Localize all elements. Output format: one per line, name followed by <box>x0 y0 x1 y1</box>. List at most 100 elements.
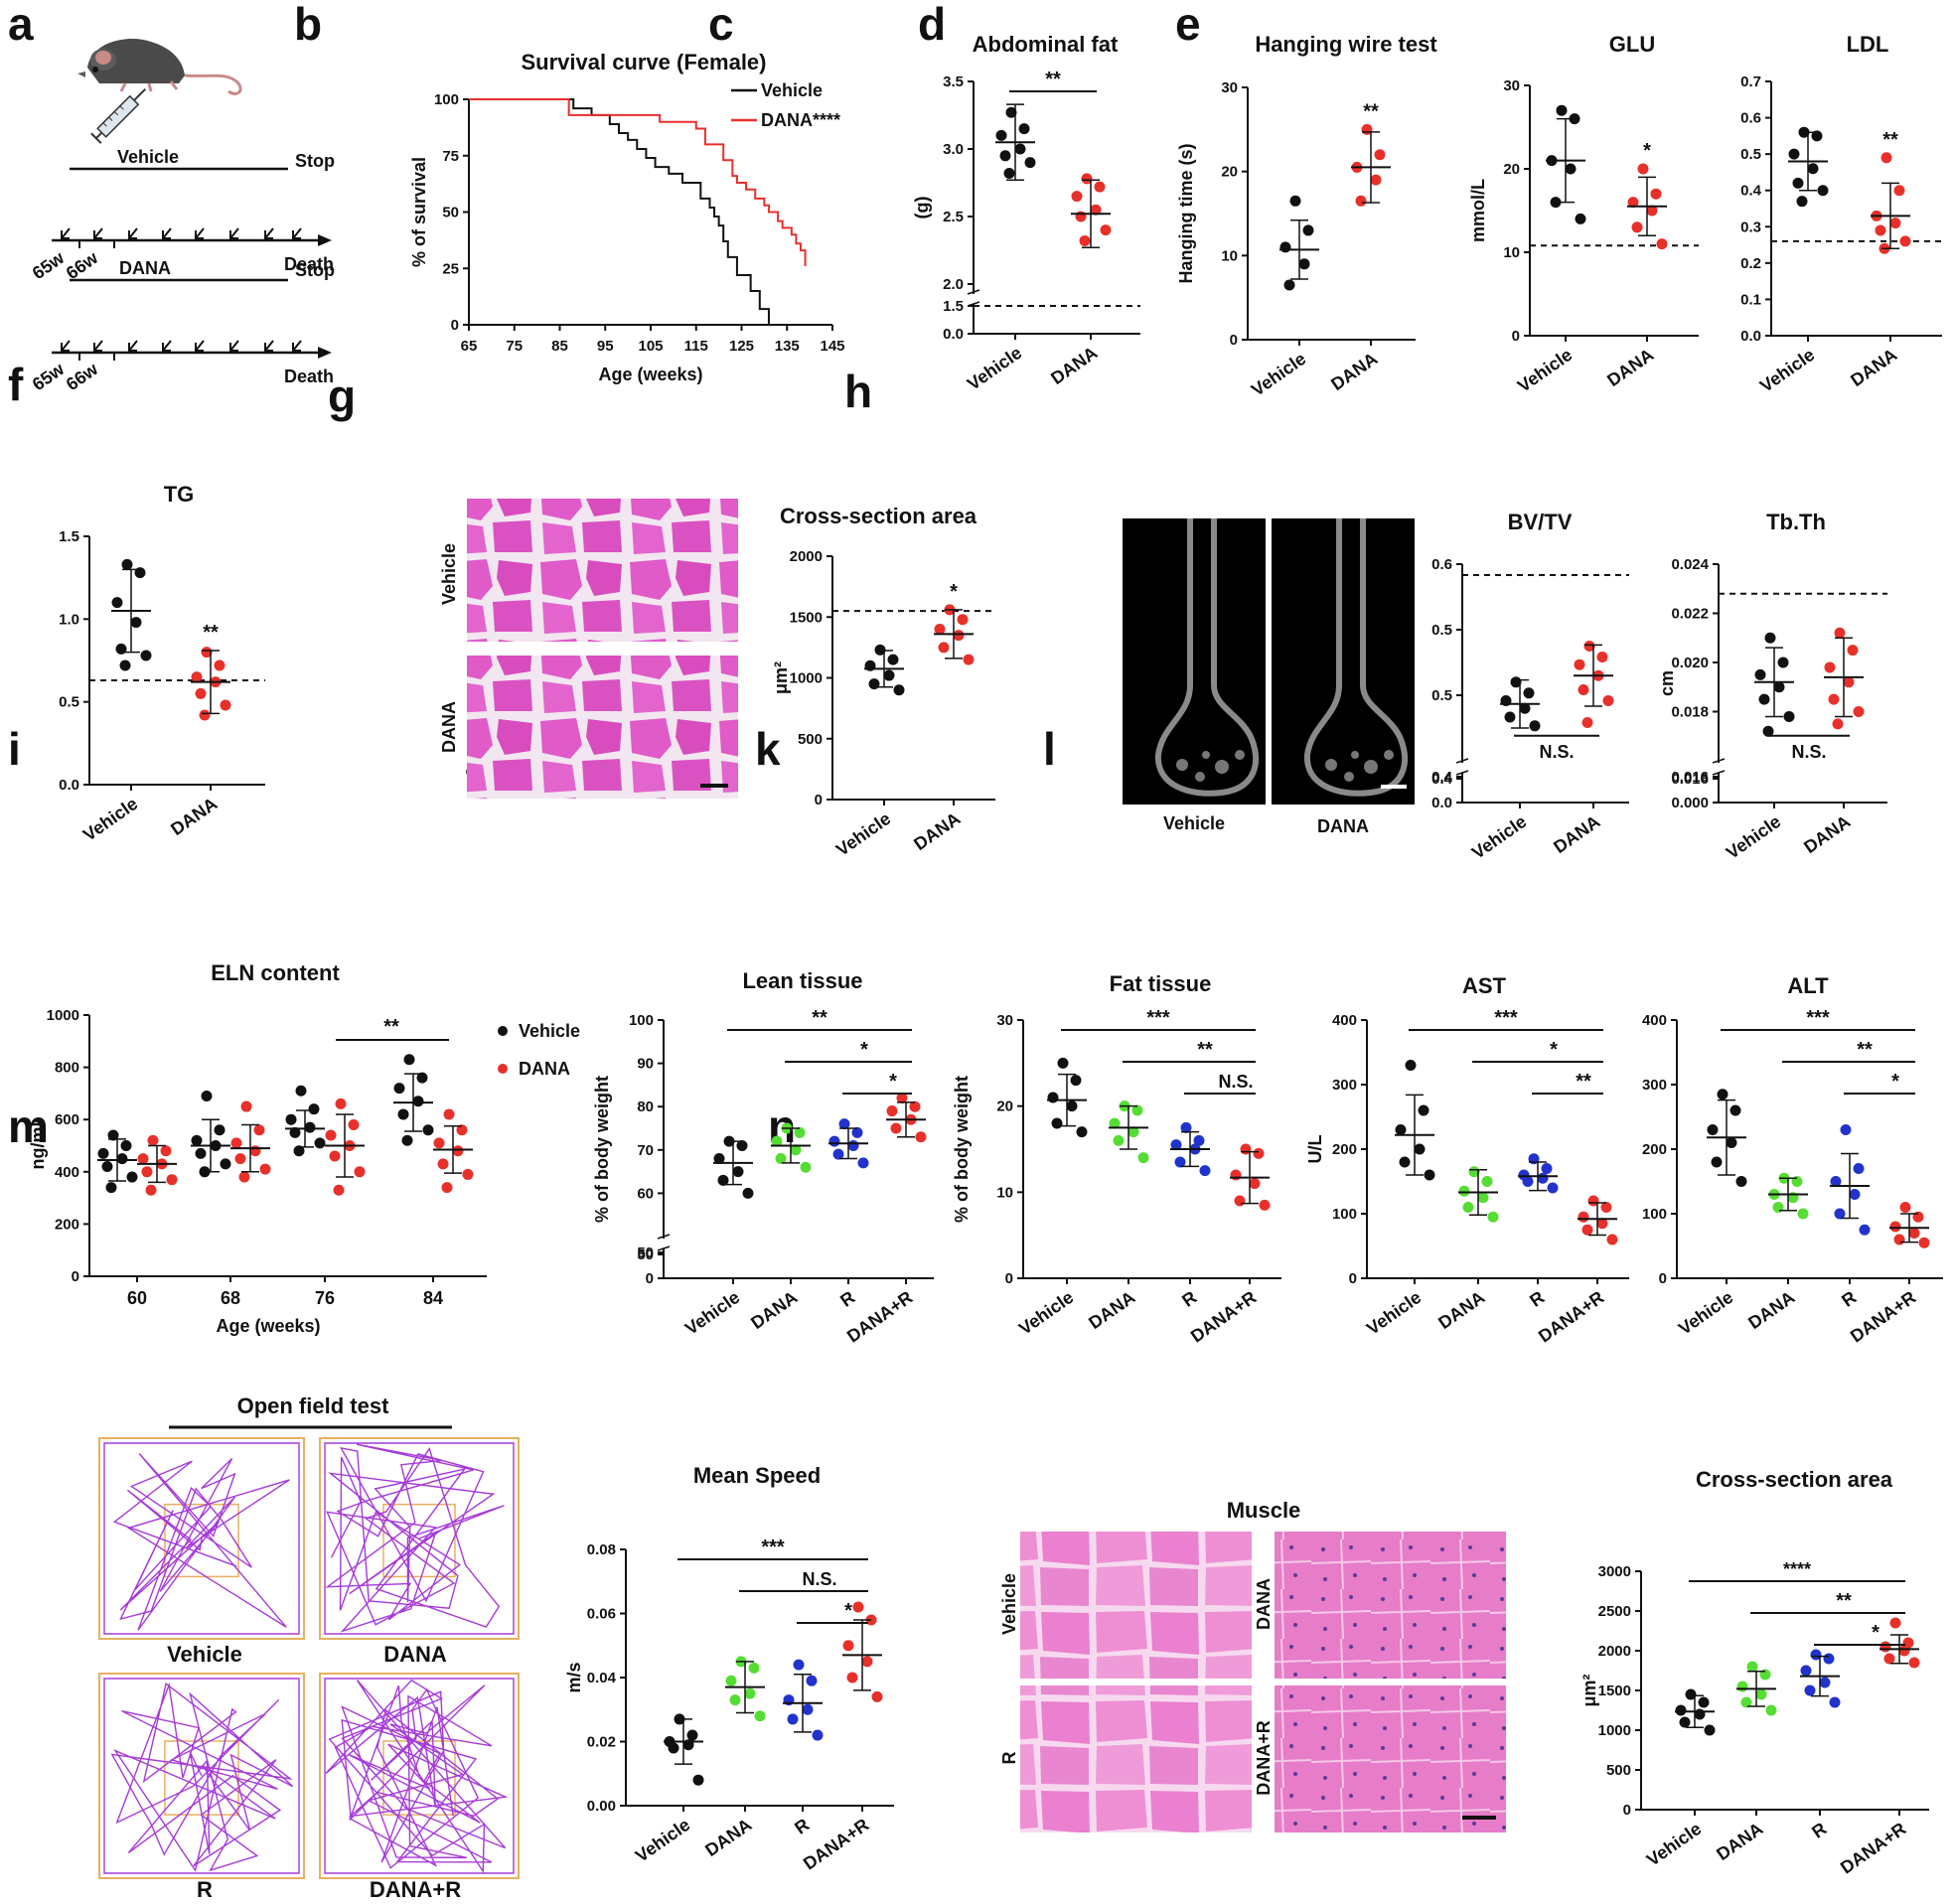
data-point <box>1631 221 1643 233</box>
data-point <box>725 1675 737 1686</box>
data-point <box>308 1103 320 1115</box>
data-point <box>1230 1169 1242 1181</box>
x-category-label: DANA <box>167 794 221 839</box>
data-point <box>1765 1704 1777 1716</box>
significance-label: ** <box>203 622 219 644</box>
y-axis-label: m/s <box>564 1662 584 1692</box>
data-point <box>1583 641 1595 652</box>
y-tick-label: 2000 <box>790 548 823 565</box>
data-point <box>412 1096 424 1107</box>
y-tick-label: 0.020 <box>1671 655 1709 671</box>
chart-d: Hanging wire test 0 10 20 30 Hanging time (s)… <box>1176 32 1437 400</box>
data-point <box>119 659 131 671</box>
data-point <box>1529 720 1541 732</box>
data-point <box>1602 695 1614 706</box>
data-point <box>1193 1134 1205 1146</box>
data-point <box>1679 1716 1691 1728</box>
significance-label: ** <box>1045 69 1061 90</box>
y-tick-label: 50 <box>637 1246 654 1263</box>
panel-letter-d: d <box>918 0 946 50</box>
data-point <box>285 1113 297 1125</box>
y-tick-label: 0.04 <box>587 1670 617 1686</box>
y-tick-label: 0.7 <box>1740 73 1761 90</box>
panel-letter-a: a <box>8 0 34 50</box>
axis-break <box>657 1234 671 1251</box>
data-point <box>1081 173 1093 185</box>
y-axis-label: μm² <box>771 661 791 694</box>
x-category-label: Vehicle <box>832 808 894 860</box>
y-axis-label: % of body weight <box>592 1076 612 1223</box>
data-point <box>140 650 152 661</box>
y-tick-label: 50 <box>637 1245 654 1261</box>
data-point <box>1504 711 1516 723</box>
panel-letter-g: g <box>328 370 356 422</box>
data-point <box>1729 1104 1741 1116</box>
data-point <box>1819 1677 1831 1688</box>
data-point <box>1170 1139 1182 1151</box>
data-point <box>1137 1152 1149 1164</box>
data-point <box>1047 1092 1059 1103</box>
data-point <box>220 1158 231 1170</box>
data-point <box>1587 1195 1599 1207</box>
y-tick-label: 0.0 <box>59 777 79 794</box>
data-point <box>736 1139 748 1151</box>
y-tick-label: 80 <box>637 1098 654 1115</box>
x-category-label: DANA+R <box>1187 1287 1260 1347</box>
data-point <box>1005 106 1017 118</box>
data-point <box>456 1124 468 1136</box>
chart-title: BV/TV <box>1508 510 1573 534</box>
significance-label: N.S. <box>1791 742 1826 762</box>
x-category-label: Vehicle <box>964 343 1025 394</box>
x-category-label: DANA <box>701 1815 755 1860</box>
y-tick-label: 0.5 <box>1431 687 1452 704</box>
n-label-vehicle: Vehicle <box>999 1573 1019 1635</box>
data-point <box>452 1145 464 1157</box>
data-point <box>1792 177 1804 189</box>
y-tick-label: 100 <box>434 91 459 108</box>
y-tick-label: 0.016 <box>1671 769 1709 786</box>
data-point <box>234 1153 246 1165</box>
x-category-label: DANA <box>1327 349 1381 394</box>
data-point <box>883 669 895 681</box>
data-point <box>354 1166 366 1178</box>
data-point <box>838 1118 850 1130</box>
data-point <box>1758 693 1770 705</box>
panel-a-schematic: Vehicle Stop Death 65w 66w DANA Stop <box>29 39 335 394</box>
y-axis-label: % of body weight <box>952 1076 972 1223</box>
legend-marker <box>498 1064 508 1074</box>
data-point <box>1675 1704 1687 1716</box>
data-point <box>1051 1117 1063 1129</box>
data-point <box>1736 1681 1748 1692</box>
n-r-image <box>1020 1685 1252 1832</box>
data-point <box>325 1129 337 1141</box>
y-tick-label: 0 <box>451 317 459 334</box>
data-point <box>1018 123 1030 135</box>
y-tick-label: 200 <box>1642 1141 1667 1158</box>
data-point <box>1024 157 1036 169</box>
data-point <box>422 1124 434 1136</box>
y-tick-label: 0.4 <box>1740 183 1762 200</box>
x-category-label: 60 <box>127 1288 147 1308</box>
data-point <box>101 1161 113 1173</box>
significance-label: ** <box>1197 1039 1213 1061</box>
data-point <box>416 1072 428 1084</box>
chart-n: Cross-section area 0 500 1000 1500 2000 2500 30… <box>1579 1467 1929 1878</box>
y-tick-label: 0.4 <box>1431 771 1453 788</box>
data-point <box>1829 1696 1841 1708</box>
x-tick-label: 105 <box>638 338 663 355</box>
y-axis-label: % of survival <box>409 157 429 267</box>
x-category-label: Vehicle <box>79 794 141 845</box>
significance-label: * <box>1550 1039 1558 1061</box>
y-tick-label: 0 <box>646 1270 654 1287</box>
y-tick-label: 0 <box>1623 1802 1631 1819</box>
data-point <box>1637 163 1649 175</box>
data-point <box>433 1137 445 1149</box>
data-point <box>953 630 965 642</box>
chart-title: ELN content <box>211 960 340 985</box>
h-vehicle-image <box>1123 518 1266 805</box>
chart-title: Tb.Th <box>1766 510 1826 534</box>
data-point <box>729 1694 741 1706</box>
y-tick-label: 400 <box>1332 1012 1357 1029</box>
series-line-0 <box>469 98 770 325</box>
significance-label: * <box>844 1600 852 1622</box>
